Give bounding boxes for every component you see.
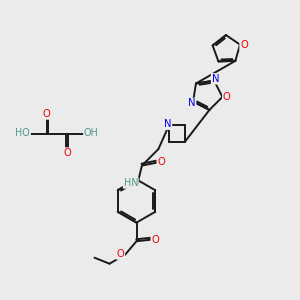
Text: O: O <box>157 157 165 167</box>
Text: O: O <box>64 148 71 158</box>
Text: N: N <box>188 98 196 108</box>
Text: OH: OH <box>84 128 99 139</box>
Text: O: O <box>223 92 230 102</box>
Text: O: O <box>117 249 124 259</box>
Text: O: O <box>151 235 159 245</box>
Text: N: N <box>164 119 172 129</box>
Text: HO: HO <box>15 128 30 139</box>
Text: O: O <box>43 109 50 119</box>
Text: O: O <box>240 40 248 50</box>
Text: HN: HN <box>124 178 138 188</box>
Text: N: N <box>212 74 219 84</box>
